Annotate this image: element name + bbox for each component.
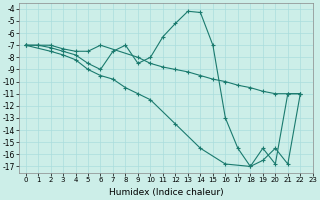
- X-axis label: Humidex (Indice chaleur): Humidex (Indice chaleur): [109, 188, 223, 197]
